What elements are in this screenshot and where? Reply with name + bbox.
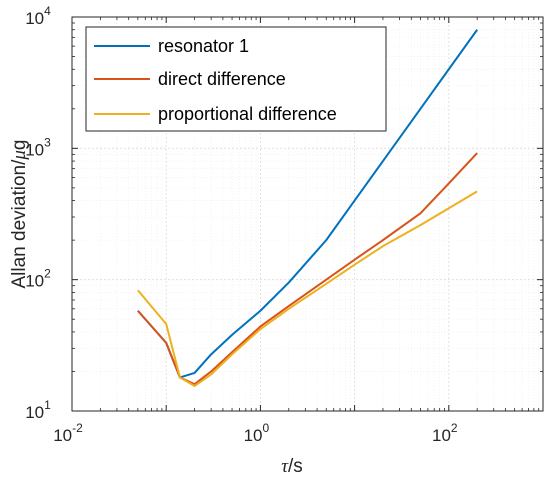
- x-tick-label-base: 10: [53, 426, 72, 445]
- legend-label-resonator-1: resonator 1: [158, 36, 249, 56]
- x-tick-label: 100: [244, 421, 270, 445]
- x-axis-title-unit: /s: [288, 456, 303, 477]
- legend: resonator 1 direct difference proportion…: [85, 26, 387, 132]
- x-tick-label-base: 10: [432, 426, 451, 445]
- y-tick-label-exponent: 2: [44, 267, 51, 281]
- x-tick-label-exponent: 2: [451, 421, 458, 435]
- y-tick-label: 102: [25, 267, 51, 291]
- y-axis-title-mu: μ: [9, 150, 30, 161]
- plot-area-frame: [71, 16, 544, 412]
- x-axis-title-symbol: τ: [281, 456, 289, 477]
- y-tick-label-base: 10: [25, 403, 44, 422]
- y-tick-label: 103: [25, 135, 51, 159]
- series-line-proportional-difference: [137, 190, 478, 387]
- y-tick-label: 104: [25, 4, 51, 28]
- x-tick-label-exponent: -2: [72, 421, 83, 435]
- x-tick-label-exponent: 0: [263, 421, 270, 435]
- legend-label-proportional-difference: proportional difference: [158, 104, 337, 124]
- y-tick-label-exponent: 4: [44, 4, 51, 18]
- y-tick-label-base: 10: [25, 9, 44, 28]
- x-tick-label-base: 10: [244, 426, 263, 445]
- y-tick-label: 101: [25, 398, 51, 422]
- legend-label-direct-difference: direct difference: [158, 69, 286, 89]
- y-tick-label-base: 10: [25, 140, 44, 159]
- y-tick-label-base: 10: [25, 272, 44, 291]
- y-tick-label-exponent: 1: [44, 398, 51, 412]
- y-tick-label-exponent: 3: [44, 135, 51, 149]
- y-axis-title-unit: g: [9, 140, 30, 151]
- series-line-resonator-1: [137, 29, 478, 379]
- y-axis-title: Allan deviation/μg: [9, 140, 30, 289]
- x-axis-title: τ/s: [281, 456, 303, 477]
- x-tick-label: 10-2: [53, 421, 83, 445]
- x-tick-label: 102: [432, 421, 458, 445]
- y-axis-title-main: Allan deviation/: [9, 159, 30, 289]
- data-series: [137, 29, 478, 387]
